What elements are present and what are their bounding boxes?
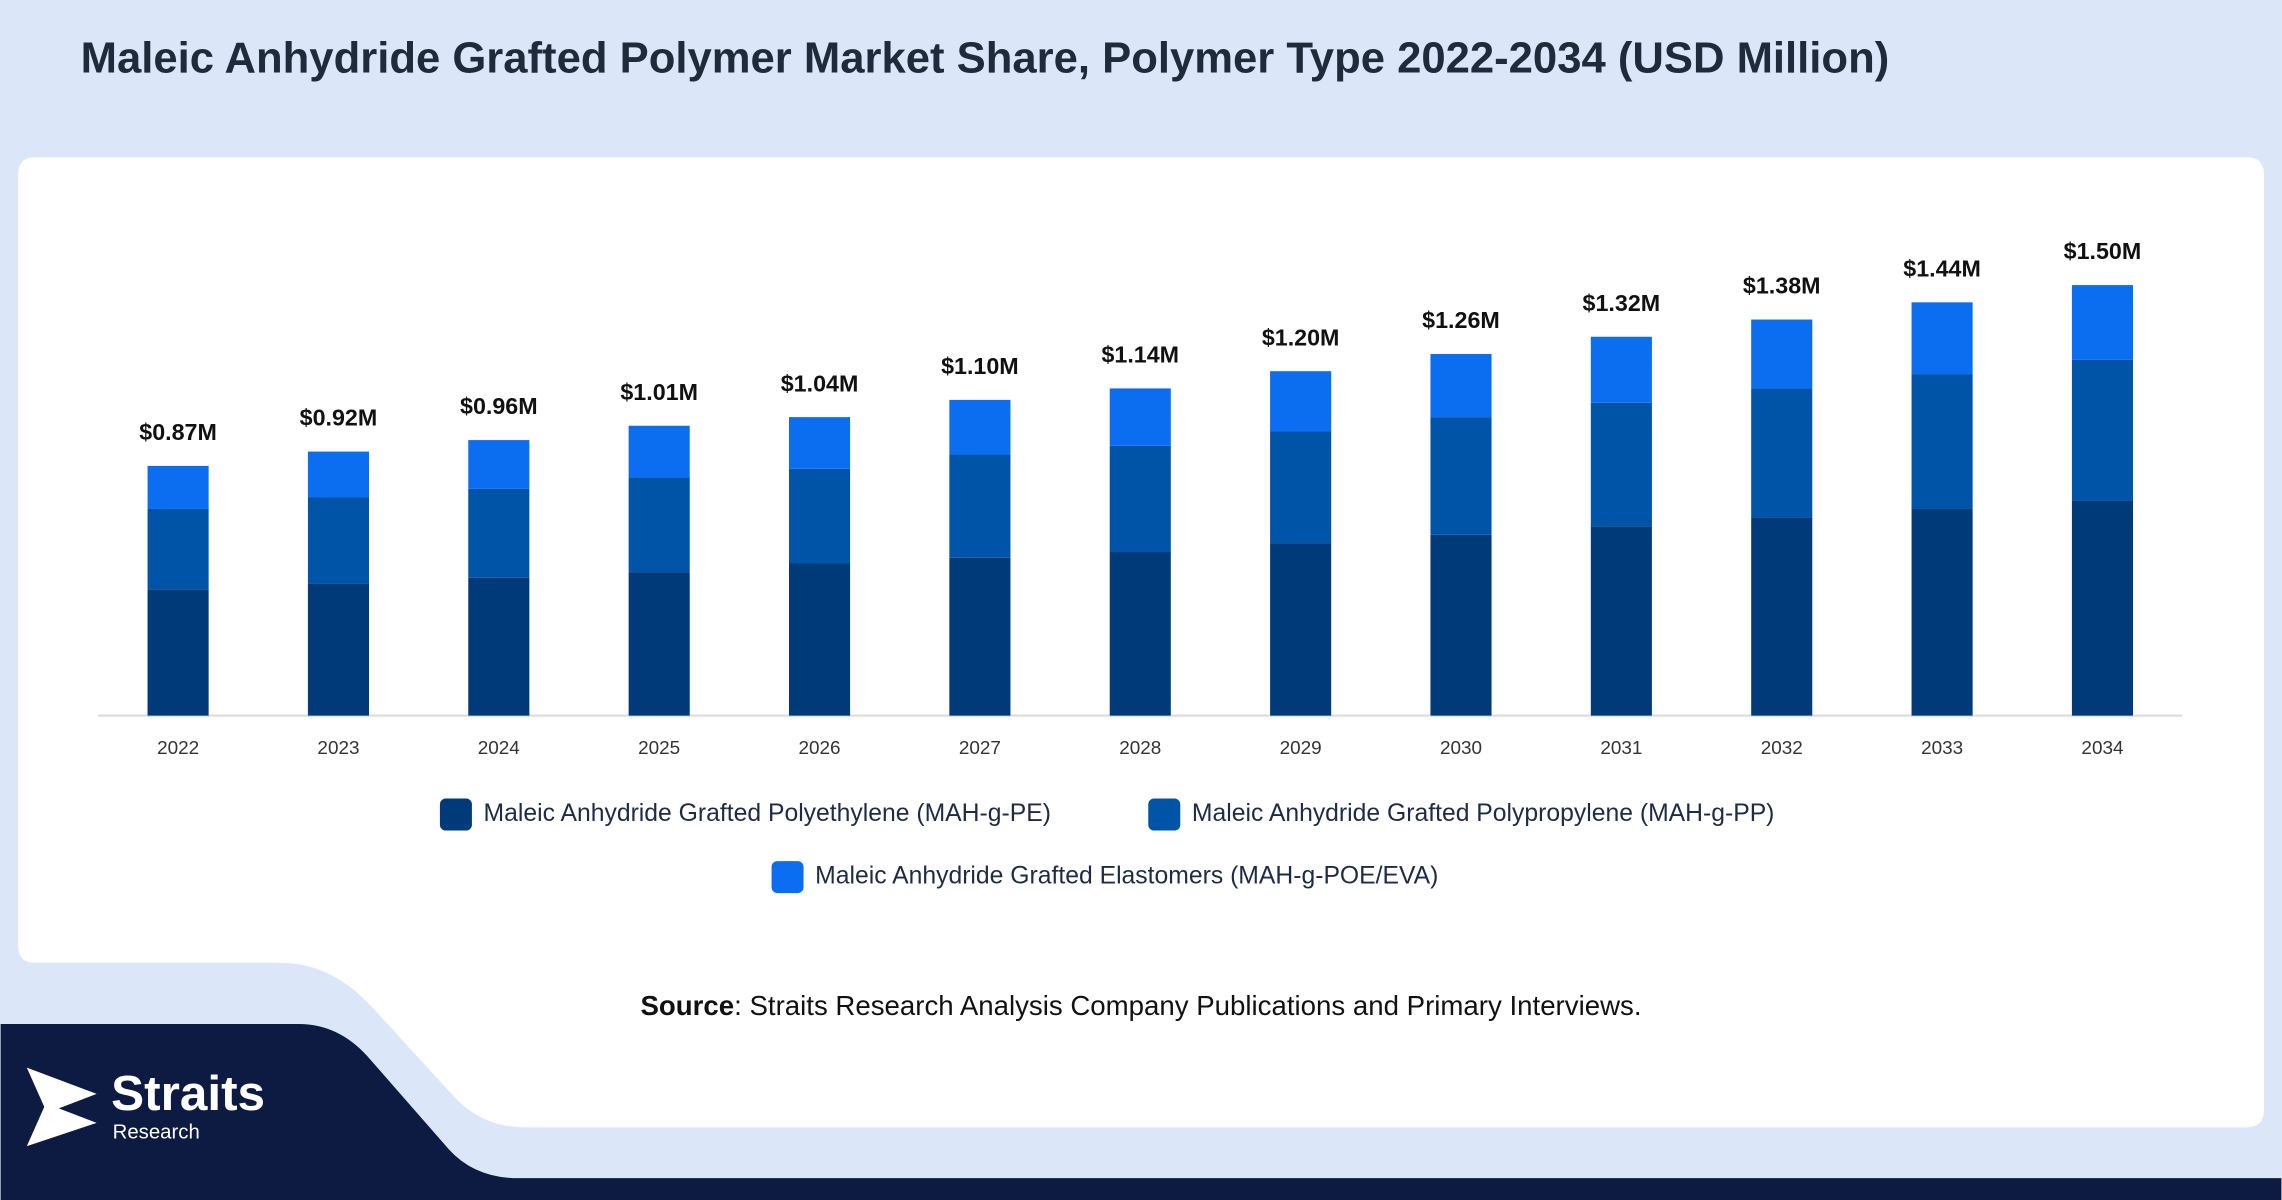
legend-label: Maleic Anhydride Grafted Elastomers (MAH… <box>815 863 1438 890</box>
bar-segment <box>468 488 530 578</box>
bar-segment <box>949 557 1011 716</box>
bar-segment <box>307 451 369 498</box>
bar-segment <box>949 454 1011 558</box>
bar-segment <box>1430 353 1492 418</box>
x-tick-label: 2027 <box>959 738 1001 759</box>
bar-segment <box>307 497 369 584</box>
logo-name: Straits <box>111 1066 265 1121</box>
total-label: $1.20M <box>1262 324 1340 350</box>
bar-segment <box>147 508 209 590</box>
legend-label: Maleic Anhydride Grafted Polyethylene (M… <box>484 800 1051 827</box>
bar-segment <box>2071 359 2133 501</box>
source-label: Source <box>640 990 734 1021</box>
bar-segment <box>1751 319 1813 389</box>
bar-segment <box>789 468 851 564</box>
bar-segment <box>1109 552 1171 716</box>
bar-segment <box>1911 508 1973 716</box>
total-label: $1.10M <box>941 353 1019 379</box>
legend-swatch <box>771 861 804 894</box>
bar-segment <box>1751 388 1813 518</box>
bar-segment <box>468 440 530 489</box>
source-text: : Straits Research Analysis Company Publ… <box>734 990 1641 1021</box>
bar-segment <box>949 399 1011 455</box>
total-label: $1.04M <box>781 370 859 396</box>
bar-segment <box>1911 302 1973 375</box>
bar-segment <box>628 477 690 573</box>
bar-segment <box>1751 517 1813 716</box>
bar-segment <box>1590 526 1652 716</box>
legend-swatch <box>1148 798 1181 831</box>
bar-segment <box>147 465 209 509</box>
logo-tagline: Research <box>113 1121 200 1143</box>
footer-band <box>0 1024 2282 1200</box>
total-label: $1.50M <box>2064 238 2142 264</box>
x-tick-label: 2022 <box>157 738 199 759</box>
bar-segment <box>1270 371 1332 432</box>
x-tick-label: 2028 <box>1119 738 1161 759</box>
bar-segment <box>1430 534 1492 716</box>
bar-segment <box>789 563 851 716</box>
x-tick-label: 2034 <box>2081 738 2123 759</box>
x-tick-label: 2031 <box>1600 738 1642 759</box>
bar-segment <box>307 583 369 716</box>
bar-segment <box>468 577 530 716</box>
bar-segment <box>1270 543 1332 716</box>
chart-title: Maleic Anhydride Grafted Polymer Market … <box>81 35 1890 83</box>
total-label: $1.14M <box>1101 342 1179 368</box>
total-label: $1.44M <box>1903 255 1981 281</box>
x-tick-label: 2032 <box>1761 738 1803 759</box>
bar-segment <box>1109 445 1171 553</box>
total-label: $0.92M <box>300 405 378 431</box>
bar-segment <box>1270 431 1332 544</box>
bar-segment <box>1430 417 1492 535</box>
x-tick-label: 2033 <box>1921 738 1963 759</box>
total-label: $1.38M <box>1743 273 1821 299</box>
x-tick-label: 2024 <box>478 738 520 759</box>
legend-swatch <box>439 798 472 831</box>
bar-segment <box>628 425 690 478</box>
bar-segment <box>147 589 209 716</box>
bar-segment <box>1911 374 1973 509</box>
x-tick-label: 2023 <box>317 738 359 759</box>
total-label: $0.96M <box>460 393 538 419</box>
x-tick-label: 2025 <box>638 738 680 759</box>
logo-icon <box>26 1067 97 1147</box>
x-tick-label: 2029 <box>1280 738 1322 759</box>
bar-segment <box>2071 500 2133 716</box>
total-label: $0.87M <box>139 419 217 445</box>
source-note: Source: Straits Research Analysis Compan… <box>640 990 1641 1021</box>
bar-segment <box>2071 285 2133 360</box>
x-tick-label: 2030 <box>1440 738 1482 759</box>
bar-segment <box>1590 336 1652 403</box>
x-tick-label: 2026 <box>799 738 841 759</box>
bar-segment <box>789 417 851 469</box>
total-label: $1.01M <box>620 379 698 405</box>
bar-segment <box>1590 402 1652 527</box>
bar-segment <box>628 572 690 716</box>
total-label: $1.26M <box>1422 307 1500 333</box>
legend-label: Maleic Anhydride Grafted Polypropylene (… <box>1192 800 1775 827</box>
total-label: $1.32M <box>1583 290 1661 316</box>
bar-segment <box>1109 388 1171 446</box>
